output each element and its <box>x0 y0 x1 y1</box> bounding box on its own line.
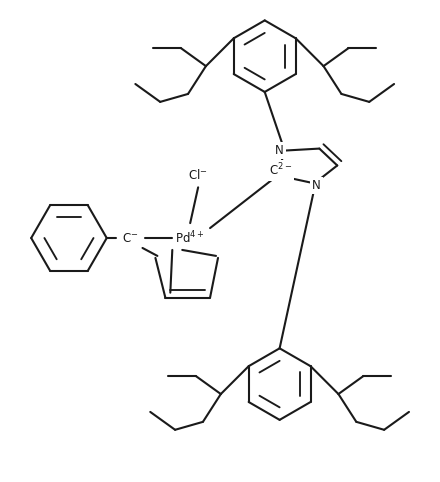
Text: C$^{-}$: C$^{-}$ <box>122 231 139 244</box>
Text: C$^{2-}$: C$^{2-}$ <box>269 162 292 179</box>
Text: Cl$^{-}$: Cl$^{-}$ <box>188 168 208 182</box>
Text: N: N <box>312 179 321 192</box>
Text: N: N <box>275 144 284 157</box>
Text: Pd$^{4+}$: Pd$^{4+}$ <box>176 230 205 246</box>
